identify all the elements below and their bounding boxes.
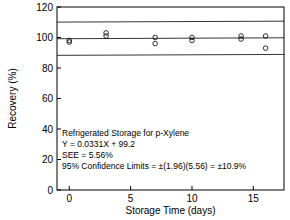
x-tick — [69, 186, 70, 190]
point — [67, 40, 72, 45]
point — [263, 46, 268, 51]
y-tick — [57, 98, 61, 99]
line — [57, 54, 284, 56]
x-tick — [130, 186, 131, 190]
chart: 0 20 40 60 80 100 120 0 5 10 15 Storage Time (days)… — [0, 0, 290, 220]
annotation: SEE = 5.56% — [62, 150, 113, 160]
point — [153, 35, 158, 40]
point — [190, 38, 195, 43]
point — [239, 37, 244, 42]
y-tick — [57, 68, 61, 69]
y-tick — [57, 37, 61, 38]
y-tick — [57, 159, 61, 160]
point — [153, 41, 158, 46]
x-tick-label: 10 — [186, 193, 198, 204]
line — [57, 37, 284, 39]
y-tick — [57, 190, 61, 191]
annotation: 95% Confidence Limits = ±(1.96)(5.56) = … — [62, 161, 247, 171]
y-tick-label: 120 — [36, 2, 53, 13]
y-tick-label: 20 — [42, 154, 54, 165]
y-tick-label: 40 — [42, 124, 54, 135]
background — [0, 0, 290, 220]
plot-data — [57, 21, 284, 55]
y-axis-label: Recovery (%) — [7, 68, 18, 129]
y-tick-label: 0 — [47, 185, 53, 196]
y-tick-label: 80 — [42, 63, 54, 74]
annotation: Y = 0.0331X + 99.2 — [62, 139, 135, 149]
y-tick-label: 60 — [42, 93, 54, 104]
plot-frame — [57, 7, 284, 190]
x-tick — [253, 186, 254, 190]
x-tick-label: 0 — [66, 193, 72, 204]
x-tick — [191, 186, 192, 190]
x-tick-label: 15 — [248, 193, 260, 204]
point — [104, 34, 109, 39]
annotation: Refrigerated Storage for p-Xylene — [62, 128, 189, 138]
line — [57, 21, 284, 23]
y-tick — [57, 129, 61, 130]
x-tick-label: 5 — [128, 193, 134, 204]
x-axis-label: Storage Time (days) — [125, 205, 215, 216]
y-tick — [57, 7, 61, 8]
y-tick-label: 100 — [36, 32, 53, 43]
